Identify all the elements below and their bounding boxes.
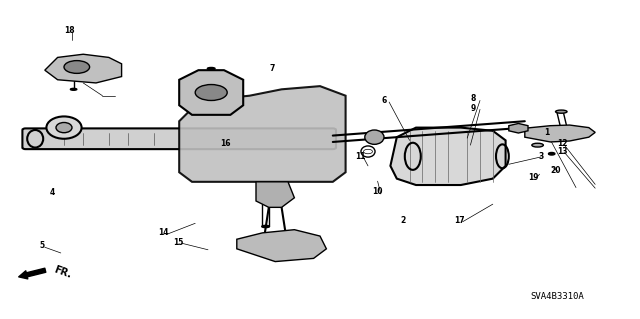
Ellipse shape — [262, 225, 269, 228]
Text: 3: 3 — [538, 152, 543, 161]
Ellipse shape — [70, 88, 77, 90]
Text: 6: 6 — [381, 96, 387, 105]
Text: 13: 13 — [557, 147, 567, 156]
Polygon shape — [509, 123, 528, 133]
Circle shape — [64, 61, 90, 73]
Ellipse shape — [548, 152, 555, 155]
Text: 20: 20 — [550, 166, 561, 175]
Text: 9: 9 — [471, 104, 476, 113]
Text: 14: 14 — [159, 228, 169, 237]
Text: 4: 4 — [50, 189, 55, 197]
Text: SVA4B3310A: SVA4B3310A — [530, 292, 584, 301]
Text: 17: 17 — [454, 216, 465, 225]
Text: 1: 1 — [545, 128, 550, 137]
Text: 15: 15 — [173, 238, 183, 247]
Polygon shape — [390, 128, 506, 185]
Polygon shape — [256, 182, 294, 207]
Circle shape — [195, 85, 227, 100]
Text: FR.: FR. — [52, 264, 73, 279]
Text: 5: 5 — [39, 241, 44, 250]
Ellipse shape — [556, 110, 567, 113]
Text: 12: 12 — [557, 139, 567, 148]
Text: 19: 19 — [528, 173, 538, 182]
Ellipse shape — [532, 143, 543, 147]
Text: 16: 16 — [220, 139, 230, 148]
Ellipse shape — [207, 67, 215, 70]
Polygon shape — [179, 70, 243, 115]
Polygon shape — [525, 125, 595, 142]
Ellipse shape — [365, 130, 384, 145]
Polygon shape — [179, 86, 346, 182]
Polygon shape — [237, 230, 326, 262]
Text: 2: 2 — [401, 216, 406, 225]
Text: 11: 11 — [355, 152, 365, 161]
Ellipse shape — [56, 122, 72, 133]
FancyBboxPatch shape — [22, 129, 336, 149]
Text: 7: 7 — [269, 64, 275, 73]
FancyArrowPatch shape — [19, 268, 46, 279]
Polygon shape — [45, 54, 122, 83]
Text: 10: 10 — [372, 187, 383, 196]
Text: 18: 18 — [64, 26, 74, 35]
Text: 8: 8 — [471, 94, 476, 103]
Ellipse shape — [46, 116, 82, 139]
